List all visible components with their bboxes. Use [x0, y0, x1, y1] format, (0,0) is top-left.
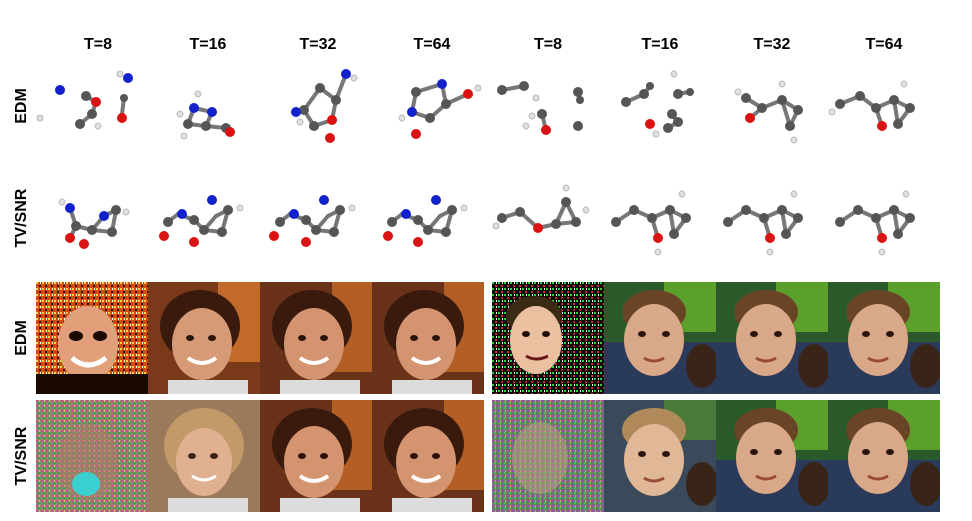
column-header-t32-b: T=32 [753, 36, 791, 53]
molecule-tvsnr-t32-b [710, 168, 822, 280]
column-header-t16-a: T=16 [189, 36, 227, 53]
face-image-tvsnr-t16-b [604, 400, 716, 512]
column-header-t16-b: T=16 [641, 36, 679, 53]
column-header-t64-a: T=64 [413, 36, 451, 53]
face-image-tvsnr-t64-b [828, 400, 940, 512]
molecule-edm-t64-b [822, 56, 934, 168]
row-label-tvsnr-molecules: TV/SNR [13, 188, 30, 248]
molecule-tvsnr-t32-a [260, 168, 372, 280]
molecule-tvsnr-t16-b [598, 168, 710, 280]
face-image-tvsnr-t64-a [372, 400, 484, 512]
face-image-tvsnr-t32-a [260, 400, 372, 512]
face-image-edm-t8-a [36, 282, 148, 394]
face-image-edm-t32-b [716, 282, 828, 394]
molecule-tvsnr-t64-b [822, 168, 934, 280]
face-image-tvsnr-t32-b [716, 400, 828, 512]
molecule-edm-t16-b [598, 56, 710, 168]
row-label-edm-images: EDM [13, 320, 30, 356]
face-image-edm-t32-a [260, 282, 372, 394]
column-header-t64-b: T=64 [865, 36, 903, 53]
molecule-edm-t8-b [486, 56, 598, 168]
face-image-edm-t64-b [828, 282, 940, 394]
face-image-tvsnr-t8-a [36, 400, 148, 512]
molecule-tvsnr-t8-b [486, 168, 598, 280]
row-label-edm-molecules: EDM [13, 88, 30, 124]
molecule-tvsnr-t16-a [148, 168, 260, 280]
molecule-edm-t32-b [710, 56, 822, 168]
column-header-t8-a: T=8 [83, 36, 112, 53]
face-image-edm-t8-b [492, 282, 604, 394]
face-image-tvsnr-t16-a [148, 400, 260, 512]
face-image-edm-t16-b [604, 282, 716, 394]
molecule-edm-t32-a [260, 56, 372, 168]
molecule-edm-t8-a [36, 56, 148, 168]
face-image-tvsnr-t8-b [492, 400, 604, 512]
row-label-tvsnr-images: TV/SNR [13, 426, 30, 486]
column-header-t8-b: T=8 [533, 36, 562, 53]
column-header-t32-a: T=32 [299, 36, 337, 53]
molecule-tvsnr-t8-a [36, 168, 148, 280]
face-image-edm-t64-a [372, 282, 484, 394]
molecule-edm-t64-a [372, 56, 484, 168]
molecule-tvsnr-t64-a [372, 168, 484, 280]
face-image-edm-t16-a [148, 282, 260, 394]
molecule-edm-t16-a [148, 56, 260, 168]
